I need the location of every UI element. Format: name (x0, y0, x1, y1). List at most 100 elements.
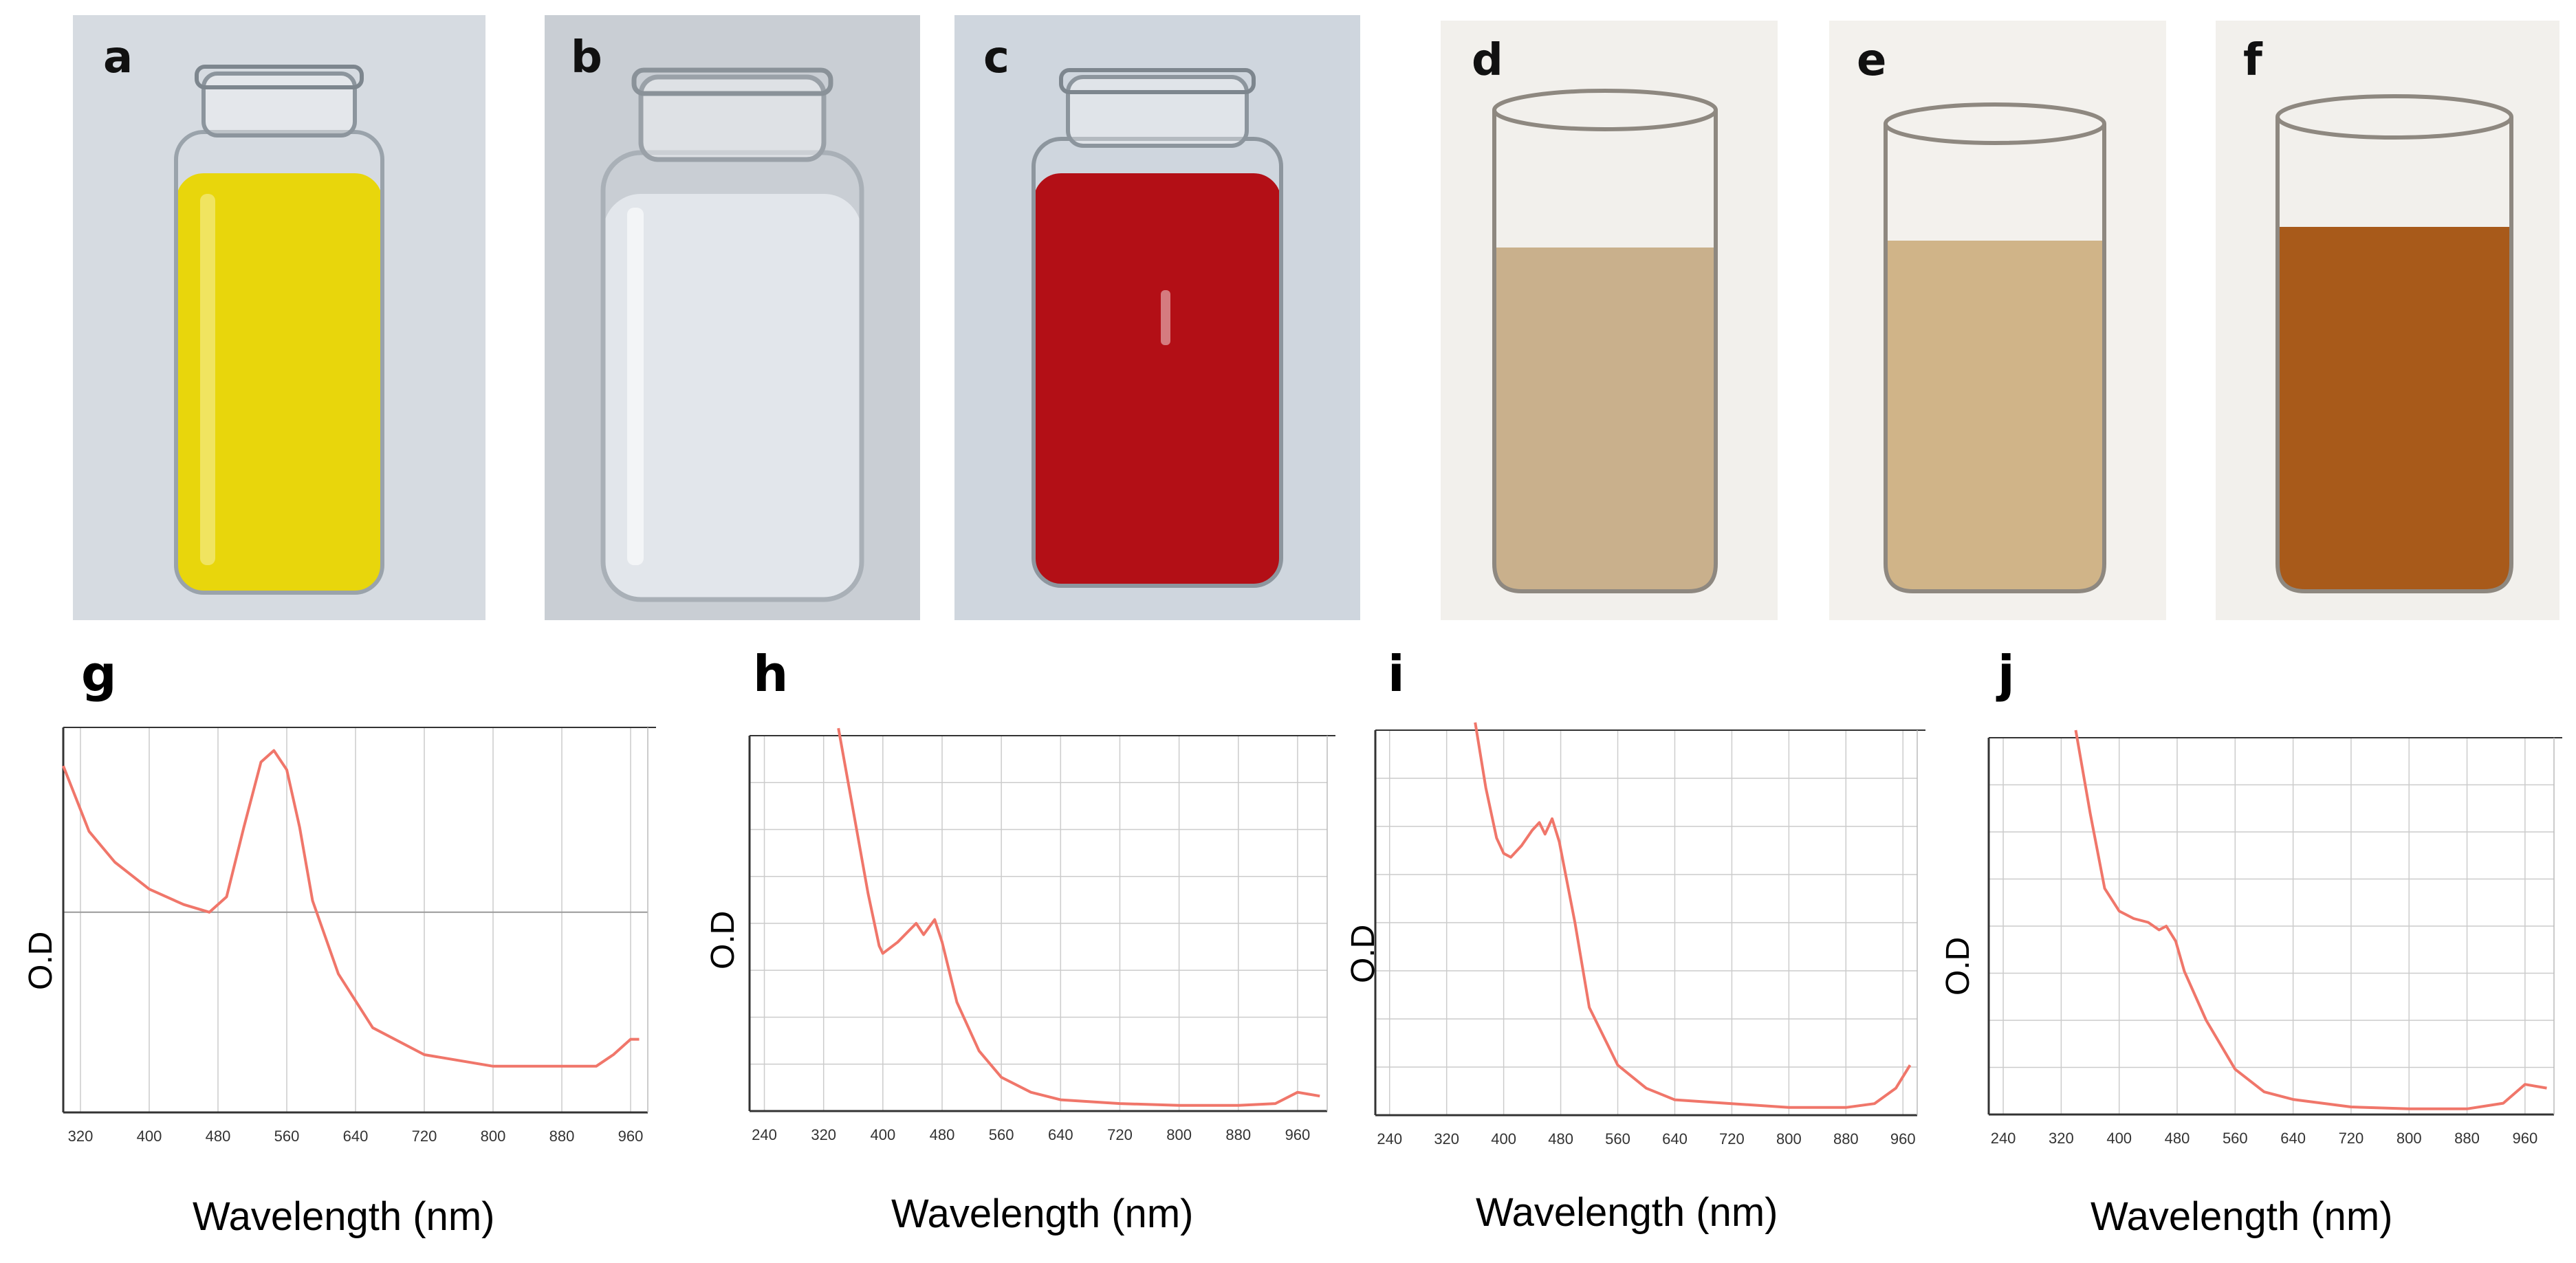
panel-label-j: j (1998, 645, 2015, 703)
glass-highlight (627, 208, 644, 565)
vial-liquid (1034, 173, 1281, 586)
vial-rim (1059, 68, 1256, 94)
x-tick-label: 240 (1991, 1130, 2016, 1147)
spectrum-line (1474, 722, 1912, 1109)
x-tick-label: 880 (1225, 1126, 1251, 1143)
x-tick-label: 800 (481, 1128, 506, 1145)
x-tick-label: 480 (2165, 1130, 2190, 1147)
ylabel-i: O.D (1345, 924, 1382, 983)
beaker-liquid (1494, 248, 1716, 591)
vial-illustration-a (73, 15, 485, 620)
x-tick-label: 480 (206, 1128, 231, 1145)
vial-glass (174, 130, 384, 595)
photo-panel-c (954, 15, 1360, 620)
x-tick-label: 480 (1548, 1130, 1573, 1147)
x-tick-label: 800 (1776, 1130, 1802, 1147)
glass-highlight (1161, 290, 1170, 345)
x-tick-label: 960 (1285, 1126, 1311, 1143)
x-tick-label: 560 (1605, 1130, 1630, 1147)
vial-liquid (176, 173, 382, 593)
panel-label-i: i (1388, 645, 1405, 703)
beaker-rim (1492, 89, 1718, 131)
x-tick-label: 560 (989, 1126, 1014, 1143)
ylabel-h: O.D (705, 910, 741, 969)
ylabel-j: O.D (1940, 936, 1976, 996)
beaker-glass (1492, 110, 1718, 593)
x-tick-label: 640 (1662, 1130, 1688, 1147)
x-tick-label: 320 (811, 1126, 836, 1143)
vial-rim (195, 65, 364, 89)
x-tick-label: 640 (2280, 1130, 2306, 1147)
vial-illustration-b (545, 15, 920, 620)
panel-label-h: h (753, 645, 789, 703)
x-tick-label: 800 (2397, 1130, 2422, 1147)
spectrum-line (2074, 729, 2547, 1110)
beaker-liquid (2278, 227, 2511, 591)
x-tick-label: 320 (68, 1128, 94, 1145)
xlabel-g: Wavelength (nm) (193, 1194, 495, 1239)
glass-highlight (200, 194, 215, 565)
beaker-glass (2275, 117, 2513, 593)
xlabel-i: Wavelength (nm) (1476, 1190, 1778, 1235)
photo-panel-d (1441, 21, 1778, 620)
vial-liquid (603, 194, 862, 600)
x-tick-label: 240 (1377, 1130, 1402, 1147)
beaker-rim (2275, 94, 2513, 140)
x-tick-label: 720 (412, 1128, 437, 1145)
x-tick-label: 880 (549, 1128, 575, 1145)
vial-glass (1032, 137, 1283, 588)
x-tick-label: 480 (930, 1126, 955, 1143)
x-tick-label: 320 (1434, 1130, 1459, 1147)
panel-label-g: g (81, 645, 117, 703)
beaker-illustration-e (1829, 21, 2166, 620)
x-tick-label: 720 (1719, 1130, 1745, 1147)
x-tick-label: 400 (137, 1128, 162, 1145)
beaker-rim (1884, 102, 2106, 145)
xlabel-h: Wavelength (nm) (891, 1191, 1194, 1236)
beaker-illustration-d (1441, 21, 1778, 620)
photo-panel-e (1829, 21, 2166, 620)
xlabel-j: Wavelength (nm) (2091, 1194, 2393, 1239)
x-tick-label: 400 (2106, 1130, 2132, 1147)
panel-label-c: c (983, 32, 1009, 83)
x-tick-label: 400 (1491, 1130, 1516, 1147)
x-tick-label: 880 (2454, 1130, 2480, 1147)
x-tick-label: 400 (870, 1126, 895, 1143)
beaker-liquid (1886, 241, 2104, 591)
x-tick-label: 880 (1833, 1130, 1859, 1147)
x-tick-label: 640 (343, 1128, 369, 1145)
vial-rim (631, 67, 833, 96)
spectrum-line (62, 749, 640, 1068)
photo-panel-f (2216, 21, 2559, 620)
x-tick-label: 560 (2223, 1130, 2248, 1147)
x-tick-label: 640 (1048, 1126, 1073, 1143)
beaker-illustration-f (2216, 21, 2559, 620)
panel-label-a: a (103, 32, 133, 83)
panel-label-f: f (2243, 35, 2262, 86)
photo-panel-a (73, 15, 485, 620)
panel-label-e: e (1857, 35, 1887, 86)
x-tick-label: 560 (274, 1128, 300, 1145)
ylabel-g: O.D (23, 931, 59, 990)
vial-glass (600, 150, 864, 602)
panel-label-d: d (1472, 35, 1503, 86)
photo-panel-b (545, 15, 920, 620)
vial-neck (638, 74, 827, 162)
x-tick-label: 800 (1166, 1126, 1192, 1143)
x-tick-label: 720 (2339, 1130, 2364, 1147)
x-tick-label: 720 (1107, 1126, 1133, 1143)
x-tick-label: 960 (618, 1128, 644, 1145)
x-tick-label: 960 (1890, 1130, 1916, 1147)
panel-label-b: b (571, 32, 602, 83)
x-tick-label: 240 (752, 1126, 777, 1143)
vial-illustration-c (954, 15, 1360, 620)
beaker-glass (1884, 124, 2106, 593)
spectrum-line (837, 727, 1320, 1107)
x-tick-label: 320 (2049, 1130, 2074, 1147)
x-tick-label: 960 (2512, 1130, 2537, 1147)
